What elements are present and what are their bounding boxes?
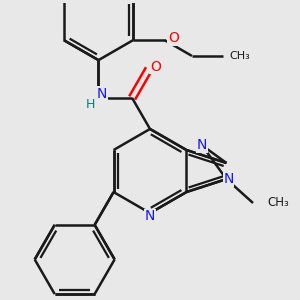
Text: N: N [97,87,107,101]
Text: N: N [145,209,155,224]
Text: O: O [168,31,179,45]
Text: CH₃: CH₃ [230,51,250,61]
Text: O: O [150,60,161,74]
Text: CH₃: CH₃ [268,196,290,209]
Text: N: N [196,138,207,152]
Text: N: N [223,172,234,186]
Text: H: H [86,98,96,111]
